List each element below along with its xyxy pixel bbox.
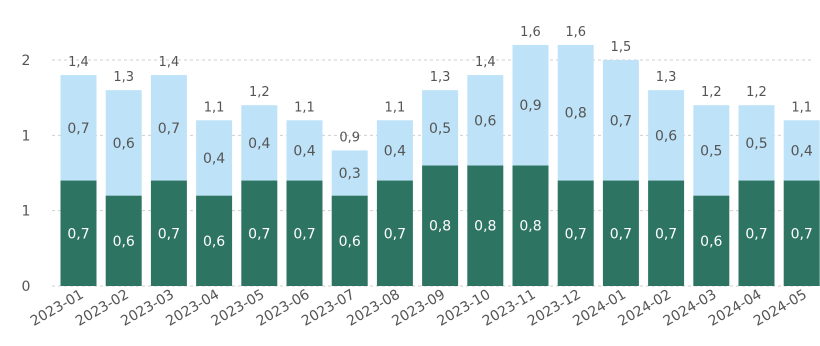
bar-segment-bottom [286,180,323,286]
total-label: 1,5 [611,40,632,55]
bar-segment-top [331,150,368,196]
total-label: 1,3 [113,70,134,85]
bar-segment-top [241,105,278,181]
top-segment-label: 0,6 [474,113,496,129]
bar-segment-top [60,75,97,181]
bar-segment-bottom [512,165,549,286]
bars [60,44,820,286]
bar-segment-top [693,105,730,196]
bottom-segment-label: 0,7 [248,226,270,242]
total-label: 1,4 [475,55,496,70]
bottom-segment-label: 0,8 [474,219,496,235]
data-labels: 0,7 0,7 1,4 0,6 0,6 1,3 0,7 0,7 1,4 0,6 0,4 1,1 0,7 0… [67,25,813,250]
bar-segment-bottom [196,195,233,286]
bar-segment-bottom [331,195,368,286]
bar-segment-top [286,120,323,181]
bar-segment-bottom [557,180,594,286]
top-segment-label: 0,4 [293,143,315,159]
bottom-segment-label: 0,7 [610,226,632,242]
y-tick-label: 2 [22,53,31,69]
total-label: 1,2 [746,85,767,100]
bar-segment-top [467,75,504,166]
top-segment-label: 0,4 [791,143,813,159]
total-label: 1,4 [159,55,180,70]
top-segment-label: 0,4 [248,136,270,152]
bottom-segment-label: 0,8 [429,219,451,235]
top-segment-label: 0,7 [67,121,89,137]
bottom-segment-label: 0,6 [339,234,361,250]
bar-segment-top [783,120,820,181]
top-segment-label: 0,9 [519,98,541,114]
bar-segment-bottom [783,180,820,286]
bar-segment-top [376,120,413,181]
total-label: 1,2 [701,85,722,100]
total-label: 1,3 [656,70,677,85]
bar-segment-bottom [648,180,685,286]
bar-segment-bottom [376,180,413,286]
bar-segment-top [422,90,459,166]
bar-segment-bottom [467,165,504,286]
bottom-segment-label: 0,6 [700,234,722,250]
x-axis: 2023-012023-022023-032023-042023-052023-… [28,287,810,330]
bottom-segment-label: 0,7 [791,226,813,242]
bottom-segment-label: 0,7 [384,226,406,242]
bar-segment-top [557,44,594,181]
bottom-segment-label: 0,8 [519,219,541,235]
bottom-segment-label: 0,7 [745,226,767,242]
top-segment-label: 0,5 [700,143,722,159]
bar-segment-bottom [422,165,459,286]
bar-segment-bottom [241,180,278,286]
top-segment-label: 0,5 [745,136,767,152]
total-label: 1,3 [430,70,451,85]
top-segment-label: 0,6 [655,128,677,144]
bar-segment-bottom [60,180,97,286]
bottom-segment-label: 0,7 [67,226,89,242]
bar-segment-top [648,90,685,181]
total-label: 1,1 [791,100,812,115]
total-label: 1,1 [294,100,315,115]
total-label: 0,9 [339,130,360,145]
bar-segment-top [105,90,142,196]
total-label: 1,1 [204,100,225,115]
total-label: 1,2 [249,85,270,100]
bottom-segment-label: 0,7 [293,226,315,242]
y-tick-label: 1 [22,128,31,144]
bottom-segment-label: 0,6 [113,234,135,250]
bar-segment-top [150,75,187,181]
top-segment-label: 0,7 [158,121,180,137]
total-label: 1,6 [520,25,541,40]
top-segment-label: 0,4 [203,151,225,167]
top-segment-label: 0,4 [384,143,406,159]
bottom-segment-label: 0,7 [158,226,180,242]
bottom-segment-label: 0,7 [655,226,677,242]
bar-segment-top [196,120,233,196]
bar-segment-bottom [738,180,775,286]
bottom-segment-label: 0,6 [203,234,225,250]
total-label: 1,4 [68,55,89,70]
bar-segment-bottom [150,180,187,286]
bar-segment-top [512,44,549,166]
bar-segment-top [602,60,639,181]
y-tick-label: 0 [22,279,31,295]
top-segment-label: 0,5 [429,121,451,137]
total-label: 1,1 [385,100,406,115]
bottom-segment-label: 0,7 [565,226,587,242]
bar-segment-bottom [602,180,639,286]
bar-segment-top [738,105,775,181]
top-segment-label: 0,3 [339,166,361,182]
y-tick-label: 1 [22,204,31,220]
top-segment-label: 0,7 [610,113,632,129]
y-axis: 0 1 1 2 [22,53,31,295]
total-label: 1,6 [565,25,586,40]
top-segment-label: 0,8 [565,106,587,122]
bar-segment-bottom [693,195,730,286]
top-segment-label: 0,6 [113,136,135,152]
bar-segment-bottom [105,195,142,286]
